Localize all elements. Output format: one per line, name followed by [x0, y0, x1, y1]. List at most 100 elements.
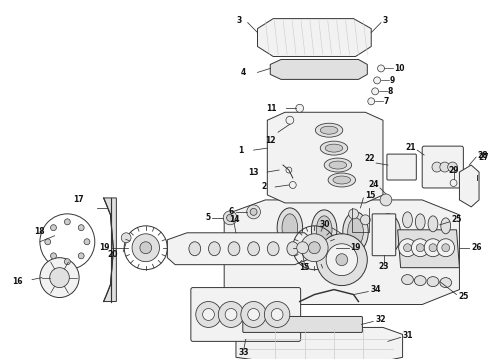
- Text: 22: 22: [365, 154, 375, 163]
- Circle shape: [380, 194, 392, 206]
- Circle shape: [50, 225, 56, 231]
- Circle shape: [265, 302, 290, 328]
- Circle shape: [296, 104, 304, 112]
- Circle shape: [374, 77, 381, 84]
- Ellipse shape: [312, 210, 337, 250]
- Ellipse shape: [416, 214, 425, 230]
- Text: 4: 4: [241, 68, 246, 77]
- Ellipse shape: [402, 275, 414, 285]
- Circle shape: [140, 242, 151, 254]
- Circle shape: [437, 239, 455, 257]
- Ellipse shape: [427, 276, 439, 287]
- Text: 25: 25: [452, 215, 462, 224]
- Circle shape: [247, 205, 261, 219]
- Text: 29: 29: [448, 166, 459, 175]
- Text: 30: 30: [319, 220, 330, 229]
- Circle shape: [301, 234, 328, 262]
- Ellipse shape: [320, 126, 338, 134]
- Polygon shape: [236, 328, 403, 360]
- Circle shape: [412, 239, 429, 257]
- Ellipse shape: [440, 278, 452, 288]
- Circle shape: [78, 225, 84, 231]
- Ellipse shape: [268, 242, 279, 256]
- Circle shape: [286, 116, 294, 124]
- Text: 1: 1: [239, 145, 244, 154]
- Text: 20: 20: [108, 250, 118, 259]
- FancyBboxPatch shape: [191, 288, 301, 341]
- Text: 33: 33: [239, 348, 249, 357]
- Circle shape: [225, 309, 237, 320]
- Circle shape: [404, 244, 412, 252]
- Text: 34: 34: [370, 285, 381, 294]
- Circle shape: [309, 242, 320, 254]
- Ellipse shape: [320, 141, 348, 155]
- Circle shape: [84, 239, 90, 245]
- Polygon shape: [258, 19, 371, 57]
- Ellipse shape: [228, 242, 240, 256]
- Ellipse shape: [287, 242, 299, 256]
- Ellipse shape: [343, 212, 368, 252]
- Circle shape: [49, 268, 69, 288]
- Circle shape: [227, 214, 234, 221]
- Circle shape: [40, 258, 79, 298]
- Circle shape: [440, 162, 450, 172]
- Ellipse shape: [189, 242, 201, 256]
- Ellipse shape: [375, 214, 401, 254]
- FancyBboxPatch shape: [243, 316, 363, 332]
- Circle shape: [432, 162, 442, 172]
- Text: 15: 15: [299, 263, 310, 272]
- Ellipse shape: [403, 212, 413, 228]
- Circle shape: [250, 208, 257, 215]
- Circle shape: [196, 302, 221, 328]
- Circle shape: [450, 180, 457, 186]
- Text: 3: 3: [236, 16, 242, 25]
- Circle shape: [349, 209, 359, 219]
- Circle shape: [64, 219, 70, 225]
- Polygon shape: [103, 198, 116, 302]
- Circle shape: [223, 211, 237, 225]
- Circle shape: [368, 98, 375, 105]
- Text: 27: 27: [478, 153, 489, 162]
- Polygon shape: [270, 59, 368, 80]
- Ellipse shape: [380, 220, 396, 248]
- Text: 12: 12: [265, 136, 275, 145]
- Text: 16: 16: [12, 277, 22, 286]
- Circle shape: [448, 162, 458, 172]
- Text: 32: 32: [375, 315, 386, 324]
- Text: 23: 23: [379, 262, 389, 271]
- Text: 10: 10: [394, 64, 404, 73]
- Circle shape: [317, 234, 368, 285]
- Circle shape: [336, 254, 348, 266]
- Circle shape: [271, 309, 283, 320]
- Circle shape: [372, 88, 379, 95]
- Circle shape: [424, 239, 442, 257]
- Circle shape: [241, 302, 267, 328]
- Text: 31: 31: [403, 331, 413, 340]
- Circle shape: [132, 234, 159, 262]
- Ellipse shape: [441, 218, 451, 234]
- Ellipse shape: [329, 161, 347, 169]
- Text: 25: 25: [459, 292, 469, 301]
- Circle shape: [361, 215, 370, 225]
- Ellipse shape: [317, 216, 332, 244]
- Text: 8: 8: [388, 87, 393, 96]
- Text: 9: 9: [390, 76, 395, 85]
- Ellipse shape: [248, 242, 260, 256]
- Text: 17: 17: [74, 195, 84, 204]
- Text: 11: 11: [267, 104, 277, 113]
- Polygon shape: [460, 165, 479, 207]
- Text: 19: 19: [99, 243, 109, 252]
- Ellipse shape: [428, 216, 438, 232]
- Text: 15: 15: [366, 192, 376, 201]
- Text: 14: 14: [229, 215, 239, 224]
- Text: 24: 24: [368, 180, 379, 189]
- Text: 21: 21: [406, 143, 416, 152]
- Circle shape: [248, 309, 260, 320]
- Circle shape: [326, 244, 358, 276]
- Polygon shape: [268, 112, 383, 203]
- Circle shape: [64, 259, 70, 265]
- Circle shape: [416, 244, 424, 252]
- Ellipse shape: [328, 173, 356, 187]
- Ellipse shape: [333, 176, 351, 184]
- Circle shape: [45, 239, 50, 245]
